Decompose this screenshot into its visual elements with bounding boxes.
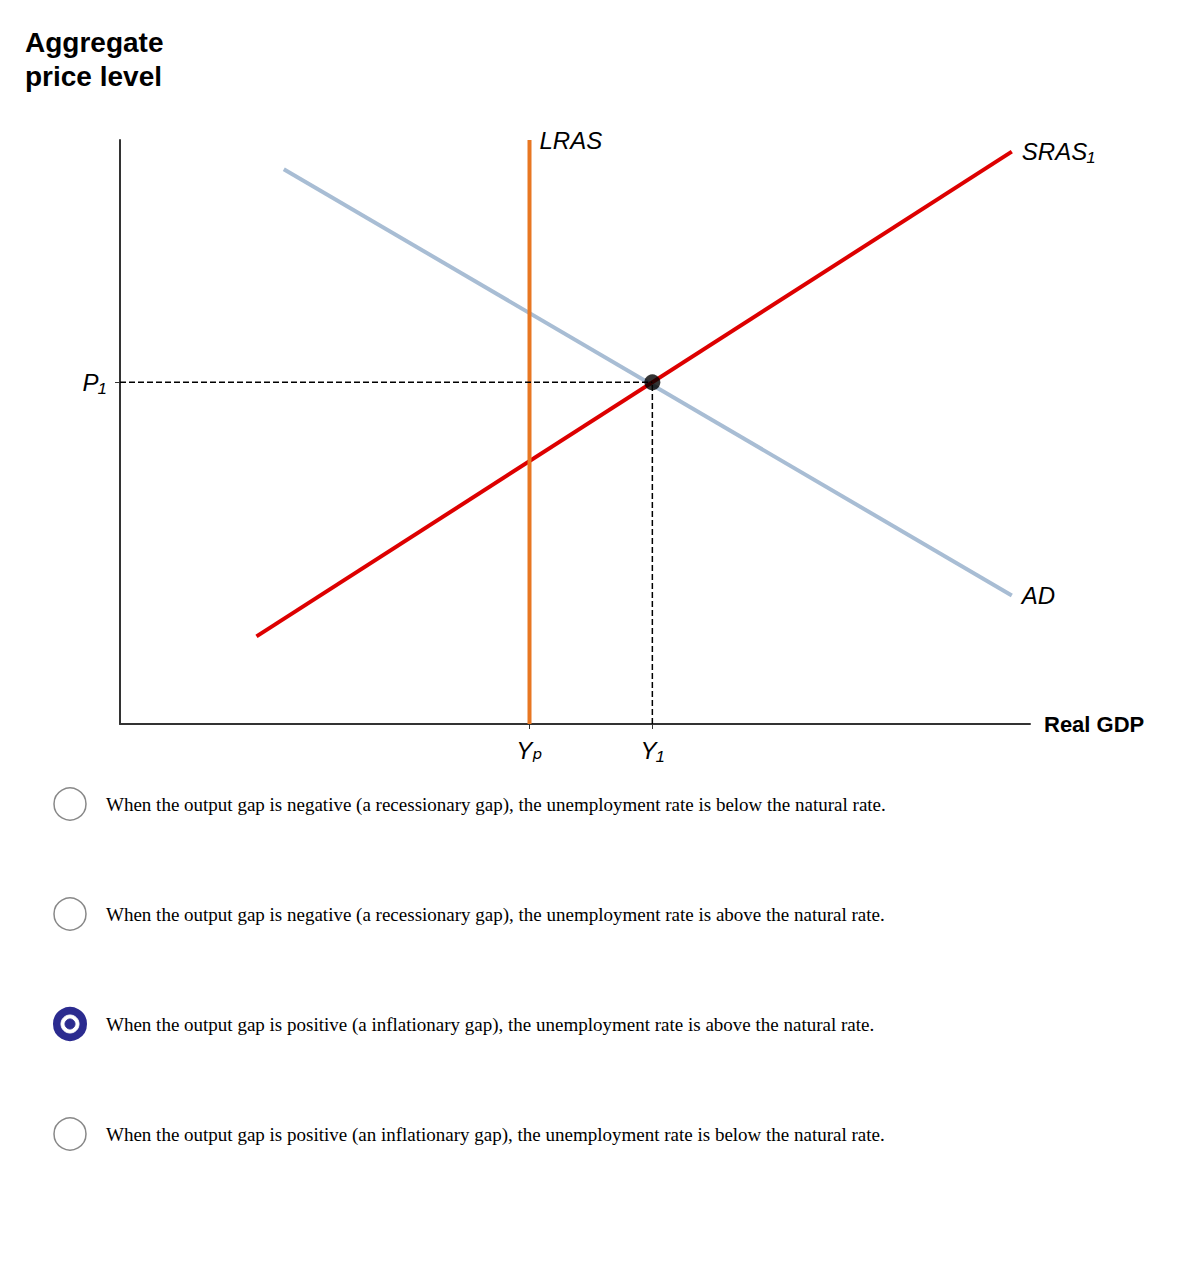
svg-text:When the output gap is negativ: When the output gap is negative (a reces… — [106, 794, 886, 816]
svg-text:Y₁: Y₁ — [641, 737, 665, 764]
svg-text:price level: price level — [25, 61, 162, 92]
svg-text:LRAS: LRAS — [540, 127, 603, 154]
svg-text:When the output gap is positiv: When the output gap is positive (a infla… — [106, 1014, 874, 1036]
svg-text:P₁: P₁ — [82, 369, 106, 396]
svg-text:When the output gap is positiv: When the output gap is positive (an infl… — [106, 1124, 885, 1146]
svg-text:Real GDP: Real GDP — [1044, 712, 1144, 737]
svg-text:When the output gap is negativ: When the output gap is negative (a reces… — [106, 904, 885, 926]
svg-text:AD: AD — [1020, 582, 1055, 609]
svg-text:Yₚ: Yₚ — [516, 737, 542, 764]
svg-text:Aggregate: Aggregate — [25, 27, 163, 58]
svg-text:SRAS₁: SRAS₁ — [1022, 138, 1095, 165]
